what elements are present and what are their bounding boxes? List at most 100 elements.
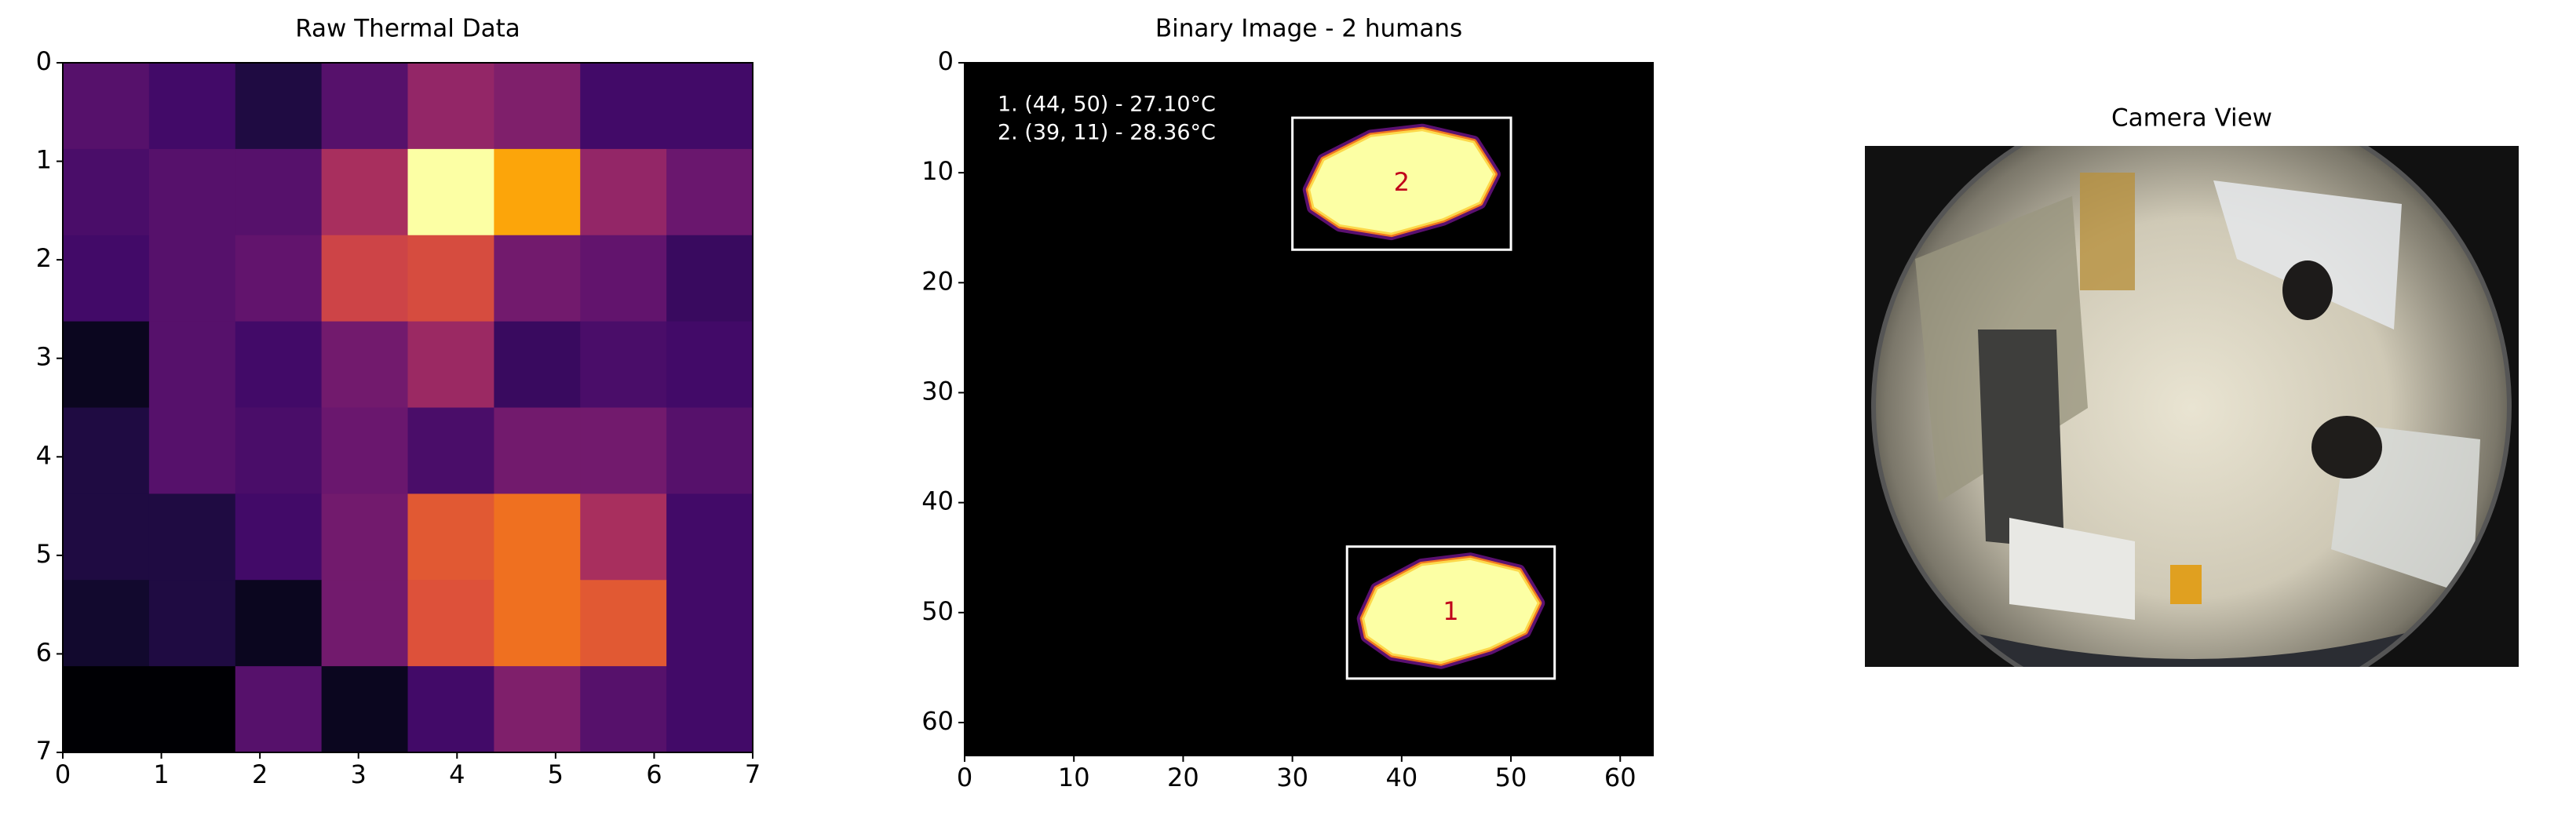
heat-cell <box>63 407 150 494</box>
panel-title: Camera View <box>2111 104 2272 133</box>
blob <box>1308 129 1496 235</box>
blob <box>1362 557 1540 665</box>
x-tick-label: 60 <box>1604 763 1636 792</box>
y-tick-label: 7 <box>36 736 52 766</box>
panel-title: Binary Image - 2 humans <box>1155 15 1462 43</box>
heat-cell <box>494 407 581 494</box>
heat-cell <box>407 407 494 494</box>
heat-cell <box>321 493 408 581</box>
heat-cell <box>494 148 581 236</box>
heat-cell <box>321 63 408 150</box>
x-tick-label: 1 <box>153 759 169 789</box>
y-tick-label: 50 <box>921 596 954 626</box>
heat-cell <box>148 580 236 667</box>
heat-cell <box>63 666 150 753</box>
y-tick-label: 0 <box>938 46 954 76</box>
heat-cell <box>148 63 236 150</box>
heat-cell <box>580 321 667 408</box>
heat-cell <box>321 235 408 322</box>
heat-cell <box>63 63 150 150</box>
heat-cell <box>321 148 408 236</box>
y-tick-label: 20 <box>921 266 954 296</box>
panel-title: Raw Thermal Data <box>295 15 520 43</box>
x-tick-label: 0 <box>957 763 972 792</box>
box-label: 1 <box>1443 596 1458 626</box>
x-tick-label: 3 <box>351 759 367 789</box>
heat-cell <box>580 235 667 322</box>
heat-cell <box>407 63 494 150</box>
heat-cell <box>148 148 236 236</box>
y-tick-label: 40 <box>921 486 954 516</box>
x-tick-label: 30 <box>1276 763 1308 792</box>
heat-cell <box>407 148 494 236</box>
heat-cell <box>407 321 494 408</box>
annotation: 1. (44, 50) - 27.10°C <box>998 93 1216 117</box>
heat-cell <box>321 580 408 667</box>
heat-cell <box>63 148 150 236</box>
x-tick-label: 7 <box>745 759 761 789</box>
x-tick-label: 4 <box>449 759 465 789</box>
heat-cell <box>666 235 753 322</box>
heat-cell <box>148 666 236 753</box>
y-tick-label: 60 <box>921 706 954 736</box>
x-tick-label: 6 <box>646 759 662 789</box>
heat-cell <box>235 321 323 408</box>
x-tick-label: 50 <box>1495 763 1527 792</box>
heat-cell <box>321 666 408 753</box>
heat-cell <box>666 321 753 408</box>
heat-cell <box>407 235 494 322</box>
mask-background <box>965 63 1653 756</box>
heat-cell <box>321 321 408 408</box>
heat-cell <box>407 666 494 753</box>
x-tick-label: 20 <box>1167 763 1199 792</box>
heat-cell <box>235 63 323 150</box>
heat-cell <box>494 493 581 581</box>
heat-cell <box>235 666 323 753</box>
x-tick-label: 5 <box>548 759 564 789</box>
heat-cell <box>63 580 150 667</box>
y-tick-label: 30 <box>921 376 954 406</box>
heat-cell <box>580 407 667 494</box>
annotation: 2. (39, 11) - 28.36°C <box>998 121 1216 145</box>
heat-cell <box>494 321 581 408</box>
heat-cell <box>580 580 667 667</box>
heat-cell <box>148 407 236 494</box>
heat-cell <box>235 148 323 236</box>
heat-cell <box>235 407 323 494</box>
camera-image <box>1865 146 2519 667</box>
x-tick-label: 10 <box>1058 763 1090 792</box>
heat-cell <box>666 148 753 236</box>
heat-cell <box>321 407 408 494</box>
heat-cell <box>494 63 581 150</box>
heat-cell <box>494 580 581 667</box>
axes-frame <box>62 62 753 753</box>
heat-cell <box>580 148 667 236</box>
x-tick-label: 0 <box>55 759 71 789</box>
y-tick-label: 0 <box>36 46 52 76</box>
heat-cell <box>407 580 494 667</box>
bounding-box <box>1291 116 1512 251</box>
heat-cell <box>580 63 667 150</box>
heat-cell <box>148 235 236 322</box>
box-label: 2 <box>1394 167 1410 197</box>
y-tick-label: 6 <box>36 637 52 667</box>
heat-cell <box>63 321 150 408</box>
y-tick-label: 1 <box>36 145 52 175</box>
axes-frame <box>964 62 1654 756</box>
y-tick-label: 10 <box>921 156 954 186</box>
heat-cell <box>666 407 753 494</box>
heat-cell <box>494 666 581 753</box>
heat-cell <box>580 493 667 581</box>
x-tick-label: 2 <box>252 759 268 789</box>
heat-cell <box>235 493 323 581</box>
heat-cell <box>494 235 581 322</box>
heat-cell <box>63 493 150 581</box>
heat-cell <box>666 666 753 753</box>
heat-cell <box>407 493 494 581</box>
heat-cell <box>235 235 323 322</box>
heat-cell <box>235 580 323 667</box>
y-tick-label: 3 <box>36 342 52 372</box>
heat-cell <box>666 580 753 667</box>
heat-cell <box>148 493 236 581</box>
